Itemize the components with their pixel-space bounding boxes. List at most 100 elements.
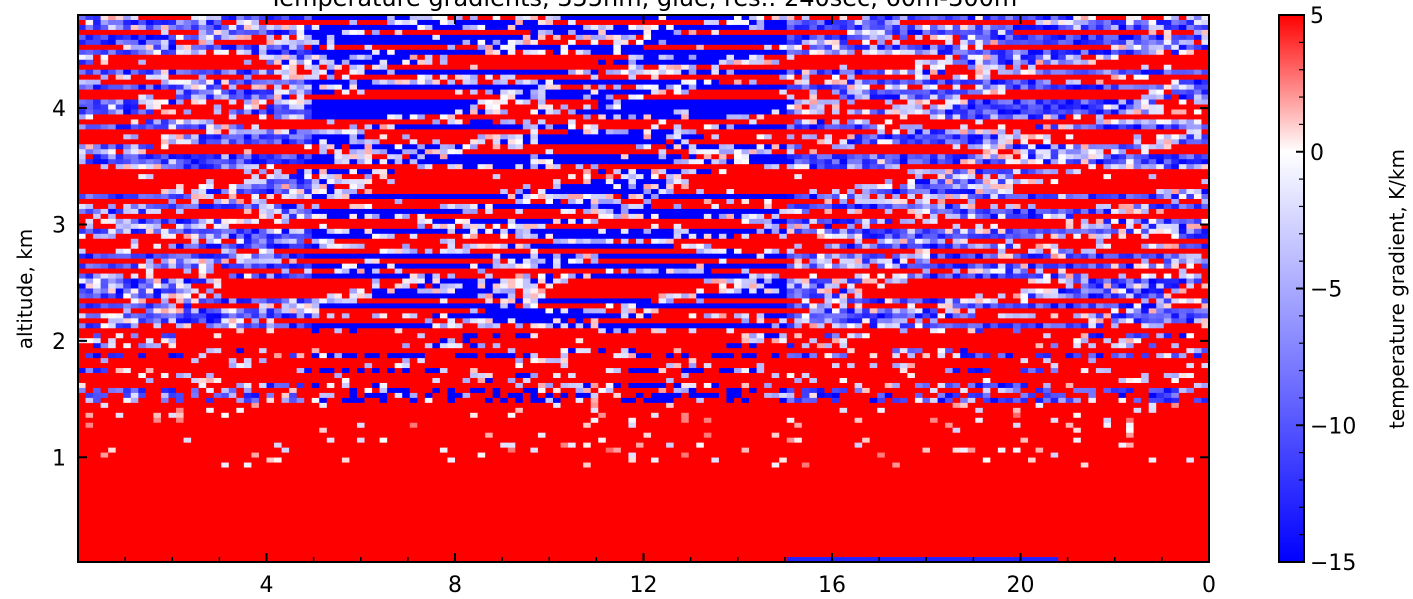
heatmap-cell — [688, 139, 697, 145]
heatmap-cell — [726, 64, 735, 71]
heatmap-cell — [982, 19, 991, 26]
heatmap-cell — [236, 164, 245, 170]
heatmap-cell — [356, 109, 366, 116]
heatmap-cell — [319, 119, 328, 125]
heatmap-cell — [311, 144, 320, 150]
heatmap-cell — [1095, 94, 1105, 101]
heatmap-cell — [1171, 169, 1180, 175]
heatmap-cell — [711, 139, 720, 145]
heatmap-cell — [311, 124, 320, 130]
heatmap-cell — [590, 99, 599, 106]
heatmap-cell — [681, 99, 690, 106]
heatmap-cell — [424, 159, 433, 165]
heatmap-cell — [1065, 139, 1074, 145]
heatmap-cell — [990, 159, 999, 165]
heatmap-cell — [341, 34, 351, 41]
heatmap-cell — [786, 34, 795, 41]
heatmap-cell — [1148, 114, 1157, 121]
heatmap-cell — [1156, 154, 1165, 160]
heatmap-cell — [643, 104, 652, 111]
heatmap-cell — [485, 104, 494, 111]
heatmap-cell — [394, 144, 403, 150]
heatmap-cell — [930, 94, 939, 101]
heatmap-cell — [703, 174, 712, 180]
heatmap-cell — [108, 124, 117, 130]
heatmap-cell — [213, 99, 222, 106]
heatmap-cell — [1005, 54, 1014, 61]
heatmap-cell — [854, 99, 863, 106]
heatmap-cell — [583, 74, 592, 81]
heatmap-cell — [334, 29, 343, 36]
heatmap-cell — [394, 124, 403, 130]
heatmap-cell — [85, 29, 94, 36]
heatmap-cell — [764, 149, 773, 155]
heatmap-cell — [764, 104, 773, 111]
heatmap-cell — [447, 44, 456, 51]
heatmap-cell — [718, 174, 728, 180]
heatmap-cell — [145, 124, 154, 130]
heatmap-cell — [1035, 44, 1044, 51]
heatmap-cell — [1088, 24, 1097, 31]
heatmap-cell — [349, 159, 358, 165]
heatmap-cell — [1020, 159, 1029, 165]
heatmap-cell — [1012, 154, 1022, 160]
heatmap-cell — [1080, 124, 1089, 130]
heatmap-cell — [281, 109, 290, 116]
heatmap-cell — [379, 94, 388, 101]
heatmap-cell — [666, 49, 675, 56]
heatmap-cell — [409, 129, 418, 135]
heatmap-cell — [1178, 59, 1187, 66]
heatmap-cell — [206, 164, 215, 170]
heatmap-cell — [832, 164, 841, 170]
heatmap-cell — [372, 29, 381, 36]
heatmap-cell — [847, 124, 856, 130]
heatmap-cell — [1103, 59, 1112, 66]
heatmap-cell — [326, 84, 335, 91]
heatmap-cell — [598, 139, 607, 145]
heatmap-cell — [251, 84, 260, 91]
heatmap-cell — [1050, 139, 1059, 145]
heatmap-cell — [688, 39, 697, 46]
heatmap-cell — [364, 134, 373, 140]
heatmap-cell — [394, 64, 403, 71]
heatmap-cell — [771, 44, 780, 51]
heatmap-cell — [198, 69, 207, 76]
heatmap-cell — [553, 15, 562, 21]
heatmap-cell — [914, 84, 924, 91]
heatmap-cell — [749, 129, 758, 135]
heatmap-cell — [266, 94, 275, 101]
heatmap-cell — [417, 129, 426, 135]
heatmap-cell — [206, 84, 215, 91]
heatmap-cell — [289, 64, 298, 71]
heatmap-cell — [108, 134, 117, 140]
heatmap-cell — [213, 29, 222, 36]
heatmap-cell — [847, 79, 856, 86]
heatmap-cell — [1171, 49, 1180, 56]
heatmap-cell — [394, 44, 403, 51]
heatmap-cell — [733, 124, 743, 130]
heatmap-cell — [779, 94, 788, 101]
heatmap-cell — [764, 124, 773, 130]
heatmap-cell — [733, 139, 743, 145]
heatmap-cell — [681, 159, 690, 165]
heatmap-cell — [424, 49, 433, 56]
heatmap-cell — [108, 64, 117, 71]
heatmap-cell — [741, 59, 750, 66]
heatmap-cell — [1193, 154, 1203, 160]
heatmap-cell — [281, 139, 290, 145]
heatmap-cell — [651, 164, 660, 170]
heatmap-cell — [982, 104, 991, 111]
heatmap-cell — [221, 139, 230, 145]
heatmap-cell — [862, 164, 871, 170]
heatmap-cell — [907, 139, 916, 145]
heatmap-cell — [394, 39, 403, 46]
heatmap-cell — [869, 54, 878, 61]
heatmap-cell — [537, 124, 547, 130]
heatmap-cell — [289, 34, 298, 41]
heatmap-cell — [341, 24, 351, 31]
heatmap-cell — [824, 154, 833, 160]
heatmap-cell — [711, 64, 720, 71]
heatmap-cell — [756, 54, 765, 61]
heatmap-cell — [409, 124, 418, 130]
heatmap-cell — [183, 64, 192, 71]
